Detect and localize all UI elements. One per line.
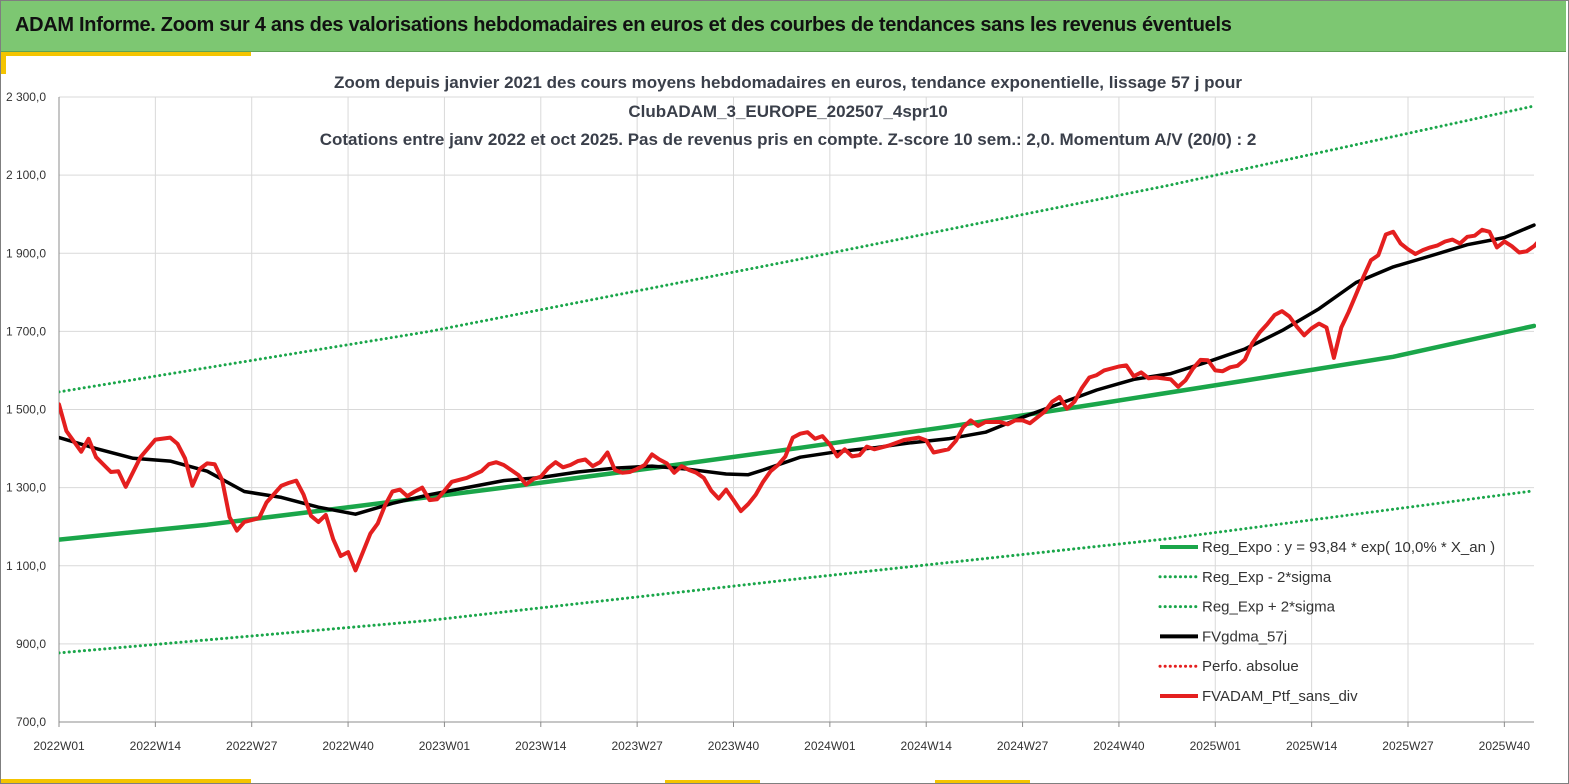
gridlines [58, 96, 1534, 723]
legend-label: Reg_Exp + 2*sigma [1202, 599, 1336, 616]
y-tick-label: 700,0 [16, 715, 46, 729]
x-tick-label: 2022W40 [322, 739, 374, 753]
x-tick-label: 2024W27 [997, 739, 1049, 753]
series-line-5 [59, 227, 1536, 573]
y-tick-label: 2 300,0 [6, 90, 46, 104]
x-tick-label: 2024W40 [1093, 739, 1145, 753]
legend-label: FVADAM_Ptf_sans_div [1202, 688, 1358, 705]
accent-bar-bottom-left [1, 779, 251, 783]
x-tick-label: 2023W01 [419, 739, 471, 753]
x-tick-label: 2022W14 [130, 739, 182, 753]
page-title: ADAM Informe. Zoom sur 4 ans des valoris… [15, 14, 1232, 36]
series-line-1 [59, 323, 1536, 542]
x-tick-label: 2023W14 [515, 739, 567, 753]
accent-bar-left [1, 52, 6, 74]
x-tick-label: 2025W01 [1190, 739, 1242, 753]
legend-label: FVgdma_57j [1202, 628, 1287, 645]
y-tick-label: 1 300,0 [6, 481, 46, 495]
legend: Reg_Expo : y = 93,84 * exp( 10,0% * X_an… [1158, 539, 1495, 705]
x-tick-label: 2025W40 [1479, 739, 1531, 753]
y-tick-label: 900,0 [16, 637, 46, 651]
accent-bar-bottom-mid [665, 780, 760, 783]
chart-title: Zoom depuis janvier 2021 des cours moyen… [320, 73, 1257, 149]
accent-bar-bottom-right [935, 780, 1030, 783]
legend-label: Perfo. absolue [1202, 658, 1299, 675]
series-line-2 [59, 489, 1536, 655]
x-tick-label: 2025W27 [1382, 739, 1434, 753]
y-tick-label: 1 100,0 [6, 559, 46, 573]
y-tick-label: 1 500,0 [6, 403, 46, 417]
x-tick-label: 2025W14 [1286, 739, 1338, 753]
axes: 700,0 900,0 1 100,0 1 300,0 1 500,0 1 700,0 1 … [6, 90, 1534, 753]
y-tick-label: 1 900,0 [6, 246, 46, 260]
x-tick-label: 2024W14 [901, 739, 953, 753]
chart-title-line-1: Zoom depuis janvier 2021 des cours moyen… [334, 73, 1242, 92]
accent-bar-top-left [1, 52, 251, 56]
x-tick-label: 2022W01 [33, 739, 85, 753]
series-lines [59, 104, 1536, 655]
y-tick-label: 2 100,0 [6, 168, 46, 182]
legend-label: Reg_Expo : y = 93,84 * exp( 10,0% * X_an… [1202, 539, 1495, 556]
chart-title-line-3: Cotations entre janv 2022 et oct 2025. P… [320, 130, 1257, 149]
x-tick-label: 2023W40 [708, 739, 760, 753]
header-banner: ADAM Informe. Zoom sur 4 ans des valoris… [1, 1, 1566, 52]
y-tick-label: 1 700,0 [6, 324, 46, 338]
x-tick-label: 2023W27 [611, 739, 663, 753]
chart-title-line-2: ClubADAM_3_EUROPE_202507_4spr10 [628, 102, 947, 121]
x-tick-label: 2022W27 [226, 739, 278, 753]
series-line-3 [59, 104, 1536, 394]
legend-label: Reg_Exp - 2*sigma [1202, 569, 1332, 586]
x-tick-label: 2024W01 [804, 739, 856, 753]
